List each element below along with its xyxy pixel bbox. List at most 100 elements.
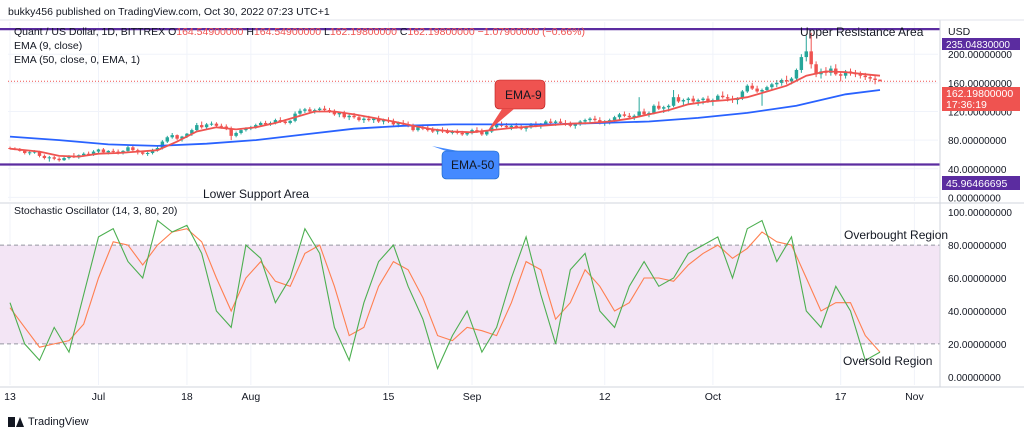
candle-body (588, 118, 592, 121)
candle-body (8, 148, 12, 150)
candle-body (347, 115, 351, 118)
open-value: 164.54900000 (176, 26, 244, 38)
candle-body (199, 125, 204, 128)
x-tick-label: 18 (181, 391, 193, 403)
candle-body (676, 97, 681, 102)
close-label: C (399, 26, 408, 38)
resistance-badge: 235.04830000 (942, 38, 1020, 51)
candle-body (706, 98, 710, 102)
candle-body (396, 122, 401, 125)
candle-body (573, 124, 577, 126)
candle-body (254, 125, 258, 128)
candle-body (568, 124, 573, 126)
ema9-legend[interactable]: EMA (9, close) (14, 40, 83, 52)
price-tick-label: 40.00000000 (948, 165, 1007, 176)
candle-body (750, 85, 754, 89)
candle-body (480, 131, 484, 135)
candle-body (37, 151, 42, 156)
candle-body (308, 109, 312, 112)
candle-body (740, 91, 745, 99)
open-label: O (168, 26, 177, 38)
high-value: 164.54900000 (253, 26, 322, 38)
candle-body (145, 153, 150, 155)
low-value: 162.19800000 (329, 26, 397, 38)
symbol-name[interactable]: Quant / US Dollar, 1D, BITTREX (14, 26, 166, 38)
candle-body (671, 97, 676, 106)
candle-body (180, 136, 184, 139)
candle-body (332, 111, 337, 115)
candle-body (165, 137, 170, 142)
stoch-tick-label: 20.00000000 (948, 340, 1007, 351)
candle-body (612, 117, 617, 121)
x-axis-labels: 13 Jul 18 Aug 15 Sep 12 Oct 17 Nov (4, 391, 924, 403)
current-price-badge: 162.19800000 17:36:19 (942, 87, 1020, 111)
candle-body (357, 117, 361, 121)
price-tick-label: 120.00000000 (948, 108, 1012, 119)
candle-body (843, 71, 848, 76)
candle-body (372, 118, 376, 121)
candle-body (445, 131, 450, 133)
candle-body (273, 120, 278, 123)
candle-body (298, 110, 302, 114)
stochastic-pane (0, 219, 940, 371)
stoch-tick-label: 100.00000000 (948, 208, 1012, 219)
candle-body (52, 157, 56, 159)
candle-body (465, 132, 469, 135)
x-tick-label: 17 (835, 391, 847, 403)
candle-body (701, 98, 705, 101)
candle-body (666, 105, 671, 108)
candle-body (32, 151, 37, 153)
ema9-tag: EMA-9 (487, 79, 546, 132)
candle-body (23, 150, 27, 154)
change-value: −1.07900000 (−0.66%) (477, 26, 585, 38)
axes (0, 19, 1024, 388)
candle-body (632, 115, 636, 118)
lower-support-label: Lower Support Area (203, 187, 309, 201)
stoch-tick-label: 40.00000000 (948, 307, 1007, 318)
candle-body (524, 127, 528, 129)
x-tick-label: Nov (905, 391, 924, 403)
candle-body (435, 130, 440, 132)
stoch-tick-label: 60.00000000 (948, 274, 1007, 285)
x-tick-label: 12 (599, 391, 611, 403)
candle-body (342, 112, 346, 118)
ema50-legend[interactable]: EMA (50, close, 0, EMA, 1) (14, 54, 141, 66)
overbought-label: Overbought Region (844, 228, 948, 242)
candle-body (322, 108, 327, 111)
candle-body (303, 109, 307, 111)
candle-body (553, 121, 558, 123)
stochastic-legend[interactable]: Stochastic Oscillator (14, 3, 80, 20) (14, 205, 178, 217)
candle-body (804, 51, 808, 58)
candle-body (878, 79, 882, 82)
candle-body (873, 78, 877, 80)
currency-label: USD (948, 26, 971, 38)
candle-body (106, 150, 111, 153)
candle-body (42, 155, 47, 159)
candle-body (799, 57, 804, 70)
candle-body (126, 147, 130, 151)
candle-body (150, 150, 155, 154)
candle-body (258, 122, 263, 126)
candle-body (544, 121, 548, 125)
price-tick-label: 200.00000000 (948, 50, 1012, 61)
oversold-label: Oversold Region (843, 354, 932, 368)
candle-body (317, 108, 322, 111)
price-levels (0, 28, 940, 166)
candle-body (391, 121, 396, 125)
candle-body (696, 100, 700, 102)
price-tick-label: 0.00000000 (948, 193, 1001, 204)
candle-body (745, 85, 750, 92)
countdown-text: 17:36:19 (946, 99, 987, 111)
candle-body (779, 79, 784, 83)
candle-body (239, 130, 243, 133)
candle-body (863, 75, 867, 78)
candle-body (760, 90, 764, 92)
candle-body (337, 112, 342, 115)
candle-body (195, 125, 199, 131)
price-pane (0, 22, 940, 385)
candle-body (175, 135, 179, 139)
candle-body (617, 114, 622, 118)
candle-body (514, 125, 518, 128)
x-tick-label: Sep (463, 391, 482, 403)
candle-body (82, 153, 86, 156)
